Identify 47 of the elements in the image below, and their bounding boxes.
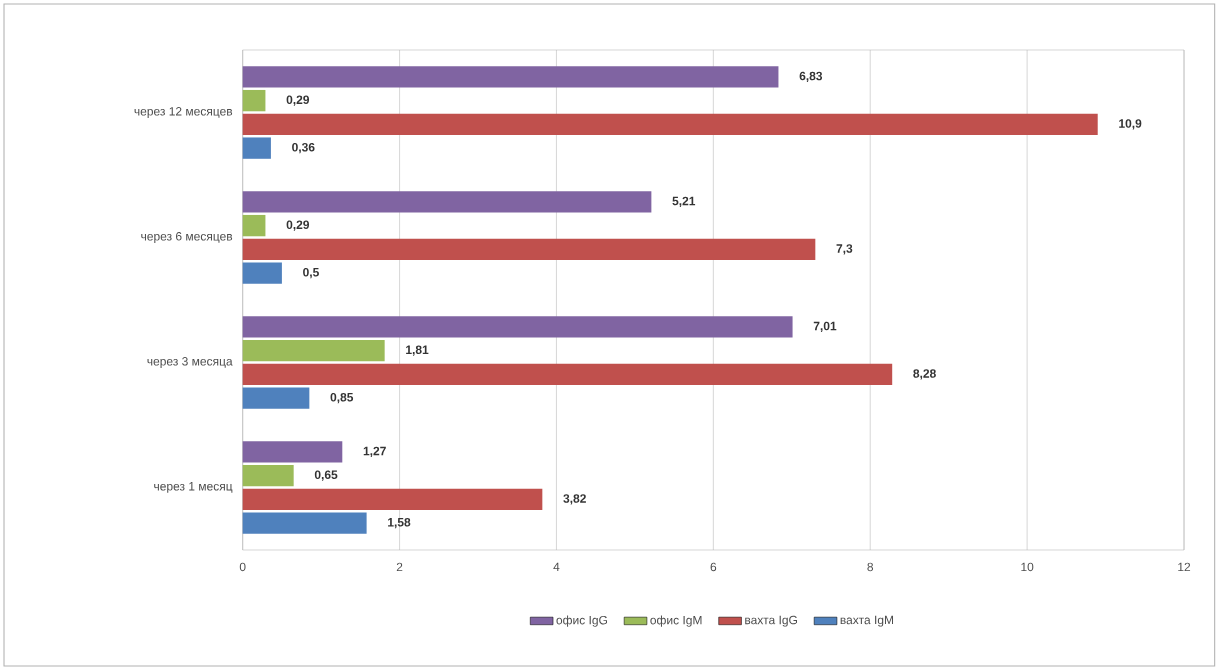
data-label: 8,28 bbox=[913, 369, 936, 380]
data-label: 7,01 bbox=[813, 321, 837, 332]
x-tick-label: 10 bbox=[1021, 562, 1034, 572]
y-tick-label: через 6 месяцев bbox=[141, 232, 233, 243]
bar bbox=[242, 214, 266, 237]
legend-label: офис IgG bbox=[556, 615, 607, 627]
data-label: 1,27 bbox=[363, 446, 386, 457]
legend-label: офис IgM bbox=[650, 615, 702, 627]
bar bbox=[242, 363, 893, 386]
legend-label: вахта IgG bbox=[745, 615, 797, 627]
x-tick-label: 8 bbox=[867, 562, 874, 572]
bar bbox=[242, 191, 652, 213]
data-label: 7,3 bbox=[836, 244, 853, 255]
bar bbox=[242, 387, 310, 409]
bar bbox=[242, 464, 294, 487]
data-label: 0,29 bbox=[286, 220, 310, 231]
data-label: 0,5 bbox=[303, 267, 319, 279]
data-label: 10,9 bbox=[1119, 119, 1142, 130]
data-label: 6,83 bbox=[799, 71, 823, 82]
bar bbox=[242, 488, 543, 511]
data-label: 0,65 bbox=[314, 470, 338, 481]
bar bbox=[242, 262, 282, 284]
x-tick-label: 4 bbox=[553, 562, 560, 571]
bar bbox=[242, 113, 1098, 136]
y-tick-label: через 1 месяц bbox=[154, 482, 233, 493]
y-tick-label: через 12 месяцев bbox=[134, 107, 233, 118]
bar bbox=[242, 316, 793, 338]
data-label: 0,36 bbox=[292, 142, 315, 154]
legend-label: вахта IgM bbox=[840, 615, 894, 627]
x-tick-label: 12 bbox=[1178, 562, 1191, 572]
data-label: 5,21 bbox=[672, 196, 696, 207]
x-tick-label: 2 bbox=[396, 562, 403, 572]
x-tick-label: 6 bbox=[710, 562, 717, 572]
bar bbox=[242, 137, 271, 159]
bar bbox=[242, 238, 816, 261]
data-label: 1,81 bbox=[406, 345, 429, 356]
x-tick-label: 0 bbox=[239, 562, 246, 572]
bar bbox=[242, 441, 343, 463]
bar bbox=[242, 512, 367, 534]
data-label: 0,29 bbox=[286, 95, 310, 106]
data-label: 0,85 bbox=[330, 392, 354, 404]
data-label: 3,82 bbox=[563, 494, 586, 505]
bar bbox=[242, 89, 266, 112]
bar bbox=[242, 339, 385, 362]
y-tick-label: через 3 месяца bbox=[147, 357, 233, 368]
bar bbox=[242, 66, 779, 88]
data-label: 1,58 bbox=[388, 517, 411, 529]
